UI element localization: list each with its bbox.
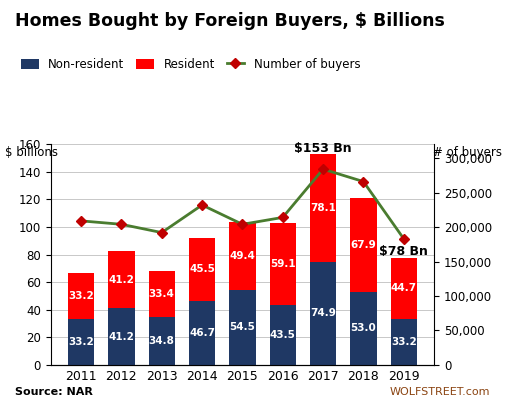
Bar: [68, 319, 94, 365]
Bar: [108, 308, 134, 365]
Bar: [270, 223, 296, 305]
Text: 33.4: 33.4: [149, 289, 175, 299]
Bar: [189, 300, 215, 365]
Text: $153 Bn: $153 Bn: [294, 142, 352, 155]
Bar: [148, 317, 175, 365]
Bar: [391, 257, 417, 319]
Text: 46.7: 46.7: [189, 328, 215, 338]
Bar: [350, 198, 377, 292]
Text: 67.9: 67.9: [350, 240, 376, 250]
Text: 74.9: 74.9: [310, 308, 336, 318]
Text: $ billions: $ billions: [5, 146, 58, 159]
Text: 53.0: 53.0: [350, 323, 376, 333]
Text: 44.7: 44.7: [391, 284, 417, 294]
Legend: Non-resident, Resident, Number of buyers: Non-resident, Resident, Number of buyers: [21, 58, 361, 71]
Text: 34.8: 34.8: [149, 336, 175, 346]
Text: 49.4: 49.4: [229, 251, 256, 261]
Text: 33.2: 33.2: [68, 337, 94, 347]
Text: 54.5: 54.5: [229, 322, 256, 332]
Text: 33.2: 33.2: [391, 337, 417, 347]
Bar: [391, 319, 417, 365]
Bar: [229, 222, 256, 290]
Text: WOLFSTREET.com: WOLFSTREET.com: [389, 387, 490, 397]
Bar: [270, 305, 296, 365]
Bar: [108, 251, 134, 308]
Text: 43.5: 43.5: [270, 330, 295, 340]
Bar: [350, 292, 377, 365]
Text: 45.5: 45.5: [189, 264, 215, 274]
Bar: [68, 273, 94, 319]
Bar: [310, 262, 336, 365]
Bar: [310, 154, 336, 262]
Text: # of buyers: # of buyers: [433, 146, 502, 159]
Text: 41.2: 41.2: [109, 275, 134, 285]
Text: Source: NAR: Source: NAR: [15, 387, 93, 397]
Text: 41.2: 41.2: [109, 332, 134, 342]
Text: 78.1: 78.1: [310, 203, 336, 213]
Text: $78 Bn: $78 Bn: [379, 245, 428, 259]
Text: 33.2: 33.2: [68, 291, 94, 301]
Bar: [148, 271, 175, 317]
Text: Homes Bought by Foreign Buyers, $ Billions: Homes Bought by Foreign Buyers, $ Billio…: [15, 12, 445, 30]
Bar: [189, 238, 215, 300]
Bar: [229, 290, 256, 365]
Text: 59.1: 59.1: [270, 259, 295, 269]
